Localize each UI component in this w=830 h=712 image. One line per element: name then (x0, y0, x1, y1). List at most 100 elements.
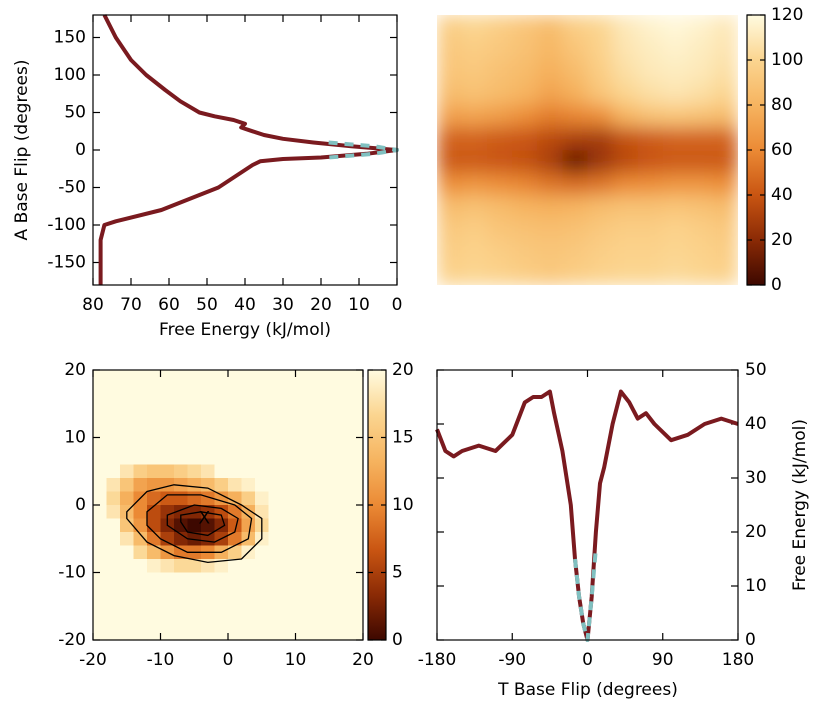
heatmap-cell (174, 397, 189, 412)
heatmap-cell (268, 586, 283, 601)
heatmap-cell (687, 217, 714, 241)
heatmap-cell (295, 478, 310, 493)
heatmap-cell (462, 217, 488, 241)
y-tick-label: 150 (54, 28, 86, 48)
heatmap-cell (201, 383, 216, 398)
heatmap-cells (437, 15, 738, 285)
heatmap-cell (174, 370, 189, 385)
heatmap-cell (309, 559, 324, 574)
heatmap-cell (282, 505, 297, 520)
heatmap-cell (268, 559, 283, 574)
heatmap-cell (322, 478, 337, 493)
heatmap-cell (437, 37, 463, 61)
heatmap-cell (662, 195, 689, 219)
heatmap-cell (106, 464, 121, 479)
heatmap-cell (336, 424, 351, 439)
heatmap-cell (133, 397, 148, 412)
heatmap-cell (214, 572, 229, 587)
heatmap-cell (562, 37, 589, 61)
heatmap-cell (147, 518, 162, 533)
heatmap-cells (93, 370, 364, 641)
heatmap-cell (336, 464, 351, 479)
heatmap-cell (637, 15, 664, 39)
heatmap-cell (612, 172, 639, 196)
y-tick-label: -100 (47, 215, 86, 235)
heatmap-cell (214, 613, 229, 628)
x-tick-label: -180 (418, 650, 457, 670)
heatmap-cell (147, 451, 162, 466)
x-tick-label: 180 (722, 650, 754, 670)
x-tick-label: 80 (82, 295, 104, 315)
heatmap-cell (537, 150, 564, 174)
heatmap-cell (612, 150, 639, 174)
heatmap-cell (336, 437, 351, 452)
heatmap-cell (612, 60, 639, 84)
heatmap-cell (687, 105, 714, 129)
x-tick-label: -20 (79, 650, 107, 670)
heatmap-cell (487, 37, 513, 61)
heatmap-cell (201, 586, 216, 601)
heatmap-cell (228, 437, 243, 452)
heatmap-cell (712, 105, 738, 129)
heatmap-cell (106, 410, 121, 425)
heatmap-cell (133, 599, 148, 614)
heatmap-cell (282, 424, 297, 439)
heatmap-cell (93, 478, 108, 493)
heatmap-cell (106, 491, 121, 506)
heatmap-cell (106, 370, 121, 385)
heatmap-cell (160, 599, 175, 614)
heatmap-cell (587, 37, 614, 61)
x-tick-label: 30 (272, 295, 294, 315)
contour (166, 504, 239, 543)
heatmap-cell (241, 613, 256, 628)
heatmap-cell (282, 626, 297, 641)
heatmap-cell (349, 599, 364, 614)
heatmap-cell (487, 195, 513, 219)
heatmap-cell (349, 370, 364, 385)
heatmap-cell (336, 532, 351, 547)
heatmap-cell (712, 240, 738, 264)
heatmap-cell (512, 217, 538, 241)
heatmap-cell (201, 599, 216, 614)
colorbar-tick-label: 40 (771, 185, 793, 205)
heatmap-cell (687, 195, 714, 219)
heatmap-cell (228, 586, 243, 601)
heatmap-cell (512, 60, 538, 84)
heatmap-cell (487, 15, 513, 39)
heatmap-cell (512, 127, 538, 151)
heatmap-cell (187, 451, 202, 466)
heatmap-cell (295, 370, 310, 385)
heatmap-cell (214, 410, 229, 425)
x-tick-label: 0 (392, 295, 403, 315)
y-tick-label: -50 (58, 178, 86, 198)
heatmap-cell (93, 532, 108, 547)
heatmap-cell (147, 464, 162, 479)
heatmap-cell (160, 532, 175, 547)
heatmap-cell (336, 410, 351, 425)
heatmap-cell (437, 195, 463, 219)
y-tick-label: 0 (75, 140, 86, 160)
heatmap-cell (309, 478, 324, 493)
heatmap-cell (462, 37, 488, 61)
heatmap-cell (228, 572, 243, 587)
heatmap-cell (349, 397, 364, 412)
heatmap-cell (106, 383, 121, 398)
heatmap-cell (712, 195, 738, 219)
heatmap-cell (349, 491, 364, 506)
heatmap-cell (512, 82, 538, 106)
heatmap-cell (133, 559, 148, 574)
heatmap-cell (687, 82, 714, 106)
heatmap-cell (349, 451, 364, 466)
heatmap-cell (295, 613, 310, 628)
heatmap-cell (637, 240, 664, 264)
heatmap-cell (93, 613, 108, 628)
heatmap-cell (512, 15, 538, 39)
heatmap-cell (255, 424, 270, 439)
heatmap-cell (268, 599, 283, 614)
heatmap-cell (336, 586, 351, 601)
colorbar-tick-label: 120 (771, 5, 803, 25)
heatmap-cell (349, 505, 364, 520)
heatmap-cell (93, 424, 108, 439)
heatmap-cell (336, 545, 351, 560)
heatmap-cell (147, 370, 162, 385)
